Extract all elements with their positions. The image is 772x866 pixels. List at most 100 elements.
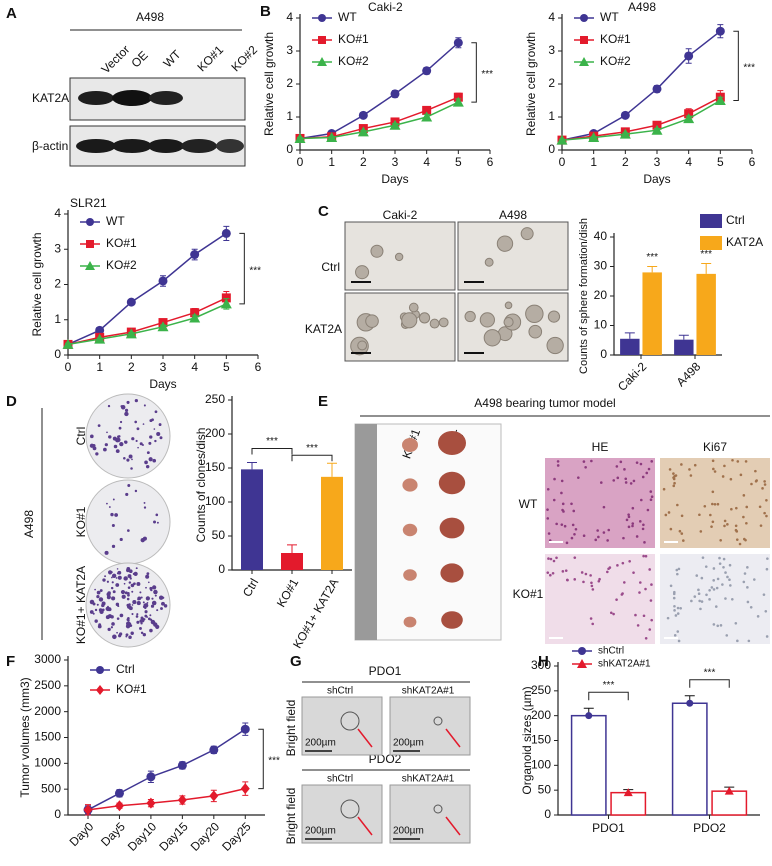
y-tick-label: 300 xyxy=(531,658,551,672)
nucleus xyxy=(555,522,558,526)
panel-label: A xyxy=(6,5,17,22)
nucleus xyxy=(642,554,645,558)
arrow xyxy=(445,816,461,836)
colony xyxy=(144,460,148,465)
colony xyxy=(151,418,154,422)
colony xyxy=(101,608,105,612)
nucleus xyxy=(560,491,563,495)
nucleus xyxy=(635,535,639,538)
bar xyxy=(620,338,640,355)
colony xyxy=(162,596,165,599)
colony xyxy=(110,571,113,574)
lane-label: Vector xyxy=(98,42,132,76)
colony xyxy=(146,572,150,576)
ruler xyxy=(355,424,377,640)
marker xyxy=(389,119,401,130)
y-tick-label: 30 xyxy=(594,259,608,273)
x-axis-label: Days xyxy=(643,172,670,186)
image-column-label: A498 xyxy=(499,208,527,222)
x-tick-label: 5 xyxy=(717,155,724,169)
nucleus xyxy=(703,504,707,508)
nucleus xyxy=(602,505,606,509)
nucleus xyxy=(546,487,550,491)
nucleus xyxy=(728,578,731,582)
y-tick-label: 2 xyxy=(286,76,293,90)
blot-cell-line: A498 xyxy=(136,10,164,24)
legend-swatch xyxy=(700,236,722,250)
colony xyxy=(154,410,158,414)
colony xyxy=(125,635,128,638)
nucleus xyxy=(721,583,724,586)
nucleus xyxy=(674,614,678,617)
y-tick-label: 200 xyxy=(205,426,225,440)
tumor xyxy=(441,611,463,629)
significance: *** xyxy=(646,252,658,263)
y-tick-label: 100 xyxy=(531,758,551,772)
colony xyxy=(92,446,97,451)
error-bar xyxy=(647,266,658,273)
nucleus xyxy=(563,524,567,528)
nucleus xyxy=(639,581,642,584)
nucleus xyxy=(693,463,697,467)
legend-label: Ctrl xyxy=(726,213,745,227)
colony xyxy=(124,440,126,443)
colony xyxy=(152,458,157,463)
organoid-row: Bright field xyxy=(284,788,298,845)
colony xyxy=(110,586,114,590)
colony xyxy=(142,633,146,637)
nucleus xyxy=(700,600,704,603)
nucleus xyxy=(756,615,760,618)
colony xyxy=(140,537,145,543)
histology-image xyxy=(660,458,770,548)
marker xyxy=(157,321,169,332)
sphere xyxy=(408,302,419,313)
nucleus xyxy=(616,564,619,567)
nucleus xyxy=(677,567,681,571)
x-tick-label: 6 xyxy=(749,155,756,169)
y-axis-label: Relative cell growth xyxy=(524,32,538,136)
colony xyxy=(144,606,147,610)
nucleus xyxy=(589,617,593,620)
bar xyxy=(281,553,303,570)
nucleus xyxy=(609,611,613,615)
brightfield-image xyxy=(389,696,471,756)
nucleus xyxy=(612,612,615,616)
organoid-column: shCtrl xyxy=(327,686,353,697)
colony xyxy=(161,601,165,606)
colony xyxy=(104,443,108,447)
x-tick-label: 3 xyxy=(392,155,399,169)
y-tick-label: 2000 xyxy=(34,704,61,718)
marker xyxy=(577,659,587,668)
panel-label: G xyxy=(290,653,302,670)
colony xyxy=(125,633,128,636)
nucleus xyxy=(762,593,766,596)
significance: *** xyxy=(700,249,712,260)
colony xyxy=(131,437,135,441)
x-tick-label: 6 xyxy=(255,360,262,374)
nucleus xyxy=(664,513,668,517)
nucleus xyxy=(716,624,720,628)
colony xyxy=(105,615,110,620)
scale-label: 200µm xyxy=(393,738,424,749)
y-tick-label: 4 xyxy=(286,10,293,24)
nucleus xyxy=(570,502,573,506)
marker xyxy=(715,26,725,36)
nucleus xyxy=(705,593,708,597)
x-tick-label: 3 xyxy=(160,360,167,374)
y-tick-label: 0 xyxy=(54,807,61,821)
y-tick-label: 0 xyxy=(548,142,555,156)
colony xyxy=(111,622,115,626)
colony xyxy=(145,596,150,601)
colony xyxy=(116,568,119,570)
nucleus xyxy=(635,461,639,464)
colony xyxy=(149,614,152,617)
marker xyxy=(126,297,136,307)
colony xyxy=(117,570,122,575)
marker xyxy=(422,105,432,115)
colony xyxy=(128,569,133,574)
nucleus xyxy=(734,528,738,532)
nucleus xyxy=(644,587,647,591)
series-line xyxy=(87,787,246,811)
nucleus xyxy=(766,557,769,560)
x-tick-label: Day25 xyxy=(219,819,254,854)
